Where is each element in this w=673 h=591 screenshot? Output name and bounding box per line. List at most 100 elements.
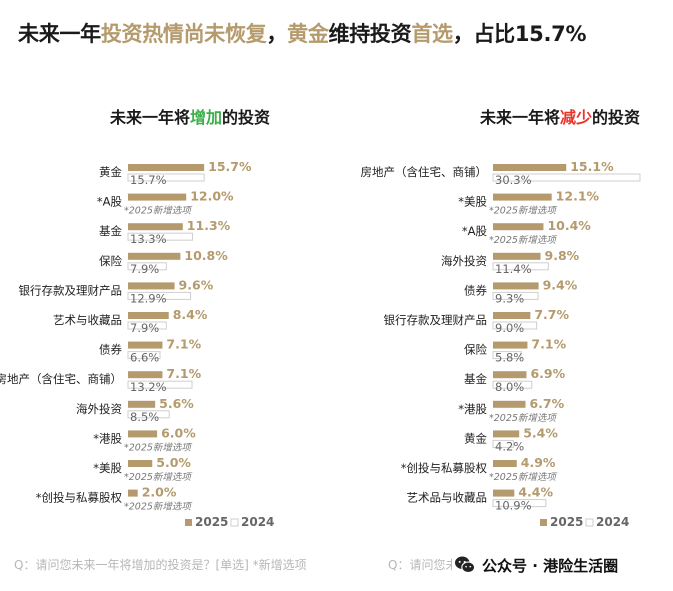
right-value-label-2025: 7.7% [534,307,569,322]
right-value-label-2025: 9.8% [545,248,580,263]
left-new-option-note: *2025新增选项 [124,205,192,217]
right-chart-title: 未来一年将减少的投资 [480,104,640,128]
left-value-label-2025: 7.1% [166,337,201,352]
left-bar-2024 [127,173,205,182]
right-bar-2024 [492,321,538,330]
right-title-suffix: 的投资 [592,108,641,127]
left-bar-2025 [128,193,187,201]
right-value-label-2025: 5.4% [523,425,558,440]
right-bar-2025 [493,252,541,260]
right-bar-2024 [492,499,547,508]
left-value-label-2025: 12.0% [190,189,234,204]
left-value-label-2025: 5.6% [159,396,194,411]
right-bar-2024 [492,291,539,300]
left-value-label-2025: 8.4% [173,307,208,322]
right-value-label-2025: 4.9% [521,455,556,470]
right-legend-swatch-2024 [585,518,594,527]
right-bar-2025 [493,371,527,379]
left-category-label: *创投与私募股权 [36,491,123,505]
right-bar-2024 [492,173,641,182]
right-legend-swatch-2025 [540,519,547,526]
left-value-label-2024: 7.9% [130,321,159,335]
left-category-label: 基金 [99,224,122,238]
right-bar-2025 [493,223,544,231]
right-title-keyword: 减少 [560,108,593,127]
headline-part2: 投资热情尚未恢复 [100,22,267,46]
right-category-label: 艺术品与收藏品 [407,491,488,505]
left-bar-2024 [127,321,167,330]
right-legend-label-2025: 2025 [550,515,583,529]
right-category-label: 基金 [464,372,487,386]
left-category-label: 房地产（含住宅、商铺） [0,372,122,386]
right-new-option-note: *2025新增选项 [489,205,557,217]
headline-part4: 黄金 [287,22,329,46]
left-bar-2025 [128,341,163,349]
left-category-label: 艺术与收藏品 [53,313,122,327]
left-legend-swatch-2024 [230,518,239,527]
left-category-label: *美股 [93,461,122,475]
right-value-label-2025: 6.7% [529,396,564,411]
right-bar-2024 [492,380,533,389]
right-value-label-2025: 6.9% [530,366,565,381]
right-bar-2025 [493,489,515,497]
left-bar-2025 [128,164,205,171]
right-value-label-2024: 5.8% [495,351,524,365]
right-value-label-2025: 15.1% [570,159,614,174]
left-category-label: 保险 [99,254,122,268]
left-value-label-2025: 7.1% [166,366,201,381]
headline-part5: 维持投资 [328,22,412,46]
right-title-prefix: 未来一年将 [480,108,561,127]
right-bar-2024 [492,439,514,448]
right-category-label: 黄金 [464,431,487,445]
left-bar-2024 [127,351,161,360]
right-category-label: *港股 [458,402,487,416]
left-bar-2024 [127,410,170,419]
left-value-label-2025: 6.0% [161,425,196,440]
left-bar-2025 [128,489,138,497]
left-bar-2024 [127,380,193,389]
left-value-label-2025: 2.0% [142,485,177,500]
left-value-label-2024: 7.9% [130,262,159,276]
watermark-text: 公众号 · 港险生活圈 [482,556,619,575]
right-value-label-2024: 8.0% [495,380,524,394]
right-bar-2025 [493,400,526,408]
right-value-label-2025: 10.4% [547,218,591,233]
left-bar-2025 [128,430,158,438]
right-value-label-2024: 4.2% [495,439,524,453]
left-bar-2024 [127,262,167,271]
left-legend-label-2024: 2024 [241,515,274,529]
right-category-label: *创投与私募股权 [401,461,488,475]
right-new-option-note: *2025新增选项 [489,234,557,246]
left-value-label-2024: 6.6% [130,351,159,365]
right-value-label-2025: 12.1% [556,189,600,204]
left-bar-2025 [128,223,183,231]
right-footnote: Q：请问您未 [388,558,458,572]
left-title-suffix: 的投资 [222,108,271,127]
left-footnote: Q：请问您未来一年将增加的投资是？[单选] *新增选项 [14,558,307,572]
right-value-label-2025: 9.4% [543,277,578,292]
right-category-label: *A股 [462,224,488,238]
left-legend-label-2025: 2025 [195,515,228,529]
left-new-option-note: *2025新增选项 [124,441,192,453]
right-legend-label-2024: 2024 [596,515,629,529]
left-title-prefix: 未来一年将 [110,108,191,127]
right-value-label-2024: 10.9% [495,499,532,513]
left-value-label-2024: 12.9% [130,291,167,305]
left-bar-2025 [128,371,163,379]
left-category-label: *A股 [97,195,123,209]
right-category-label: 保险 [464,343,487,357]
right-bar-2024 [492,351,522,360]
right-bar-2025 [493,193,552,201]
right-bar-2024 [492,262,549,271]
left-value-label-2024: 15.7% [130,173,167,187]
left-value-label-2025: 15.7% [208,159,252,174]
left-bar-2025 [128,312,169,319]
left-value-label-2025: 9.6% [179,277,214,292]
left-value-label-2025: 10.8% [184,248,228,263]
right-bar-2025 [493,341,528,349]
right-category-label: *美股 [458,195,487,209]
right-new-option-note: *2025新增选项 [489,412,557,424]
right-bar-2025 [493,164,567,171]
left-new-option-note: *2025新增选项 [124,501,192,513]
